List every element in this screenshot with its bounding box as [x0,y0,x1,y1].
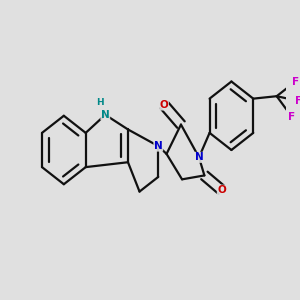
Text: F: F [288,112,296,122]
Text: N: N [154,141,163,151]
Text: F: F [296,96,300,106]
Text: F: F [292,76,299,86]
Text: O: O [160,100,168,110]
Text: O: O [217,185,226,195]
Text: H: H [96,98,104,107]
Text: N: N [101,110,110,120]
Text: N: N [195,152,203,162]
